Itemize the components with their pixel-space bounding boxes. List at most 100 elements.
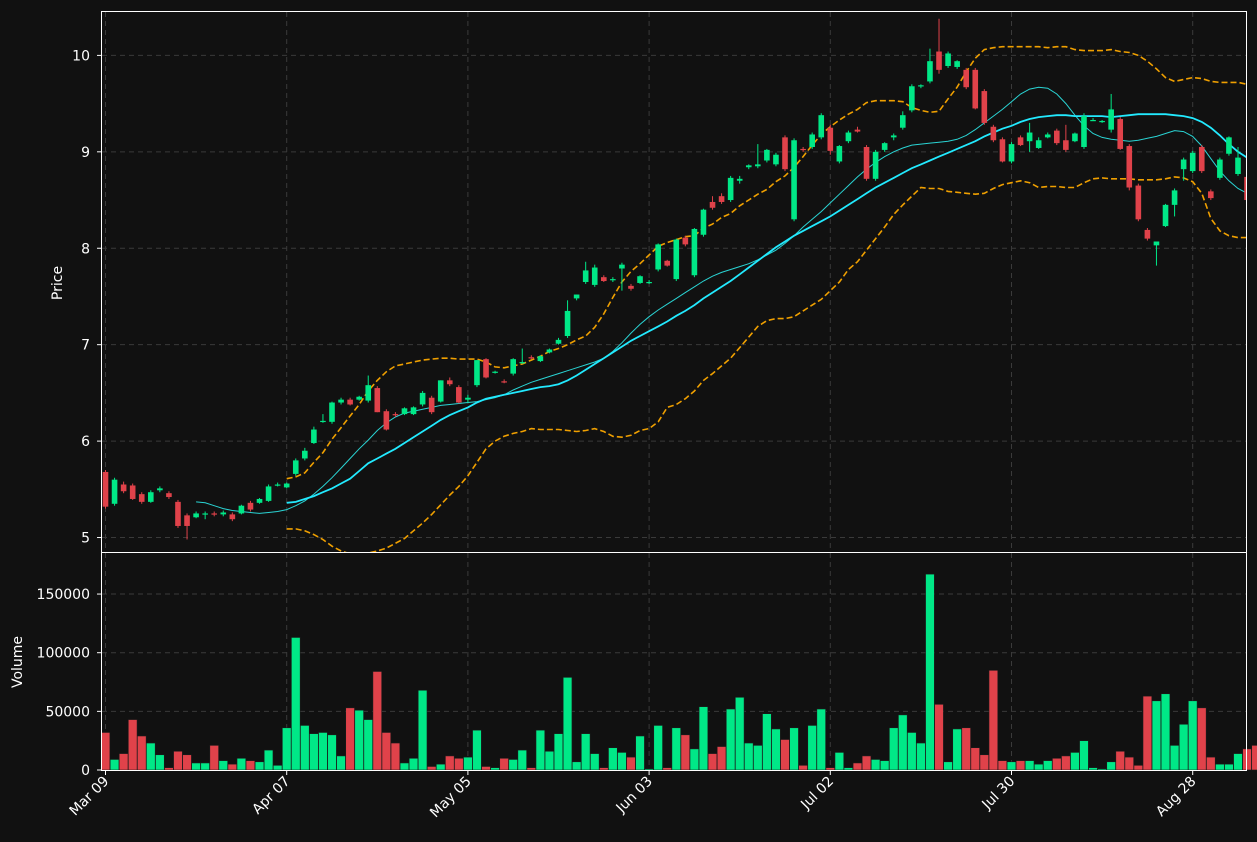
volume-bar [1070,752,1080,771]
volume-bar [916,742,926,771]
candle-body [1026,132,1033,142]
candle-body [537,356,544,362]
candle-body [972,69,979,109]
volume-bar [200,762,210,771]
candle-body [954,61,960,67]
volume-bar [354,709,364,771]
volume-bar [336,755,346,771]
volume-panel: 0 50000 100000 150000 Volume [10,552,1257,779]
moving-averages [196,86,1246,514]
volume-bar [608,747,618,771]
volume-bar [671,727,681,771]
volume-bar [363,719,373,771]
volume-bar [272,765,283,771]
volume-bar [408,757,419,771]
volume-bar [861,755,872,771]
candle-body [899,115,906,128]
candle-body [691,228,698,276]
volume-bar [680,734,691,771]
volume-bar [1061,755,1071,771]
candle-body [1189,152,1196,172]
volume-bar [870,759,881,771]
volume-bar [236,757,247,771]
volume-bar [689,748,700,771]
volume-axis-label: Volume [10,636,26,688]
volume-bar [399,762,410,771]
candle-body [809,134,815,147]
volume-bar [1006,761,1017,771]
candle-body [1117,119,1124,149]
volume-bar [988,669,999,771]
volume-bar [1097,768,1107,771]
bollinger-bands [286,45,1246,552]
candle-body [157,488,163,491]
volume-bar [1197,707,1207,771]
volume-bar [1015,760,1026,771]
candle-body [519,362,526,364]
candle-body [1081,116,1087,147]
volume-bar [707,753,718,771]
candle-body [111,479,118,504]
volume-bar [109,759,120,771]
candle-body [818,115,825,138]
candle-body [700,209,707,235]
candle-body [446,380,453,385]
candle-body [1017,137,1024,146]
candle-body [465,397,471,400]
volume-bar [979,754,990,771]
candle-body [410,407,417,415]
volume-bar [499,757,509,771]
volume-bar [1178,723,1189,771]
candle-body [184,515,190,526]
candle-body [437,380,444,402]
candle-body [863,147,870,179]
candle-body [800,148,806,151]
candle-body [419,392,426,405]
volume-tick-label: 100000 [37,646,90,662]
candle-body [356,396,362,400]
volume-bar [155,754,165,771]
volume-bar [762,713,772,771]
candle-body [764,149,770,161]
candle-body [872,151,879,179]
volume-bar [961,727,971,771]
candle-body [564,310,571,336]
candle-body [881,143,888,150]
volume-bar [843,767,854,771]
candle-body [175,501,181,526]
candle-body [247,502,254,510]
candle-body [1144,229,1151,239]
volume-bar [1224,763,1234,771]
volume-bar [445,755,455,771]
candle-body [129,485,136,499]
volume-bar [798,765,808,771]
volume-tick-label: 150000 [37,587,90,603]
candle-body [945,53,951,66]
candle-body [619,264,625,269]
candle-body [927,61,933,82]
candle-body [546,349,553,353]
candle-body [474,360,480,386]
volume-bar [1169,745,1180,771]
volume-bar [544,750,555,771]
price-tick-label: 9 [81,145,90,161]
volume-bar [553,733,564,771]
volume-bar [934,704,944,771]
candle-body [401,408,408,415]
volume-bar [599,767,609,771]
volume-bars [100,573,1257,771]
volume-bar [970,747,980,771]
volume-bar [146,742,156,771]
candle-body [718,196,725,202]
volume-bar [535,729,546,771]
volume-bar [1088,767,1098,771]
candle-body [148,492,154,502]
candle-body [202,513,208,515]
volume-bar [100,732,111,771]
candle-body [591,267,598,285]
volume-bar [182,754,192,771]
candle-body [1035,140,1042,148]
volume-bar [1242,748,1252,771]
